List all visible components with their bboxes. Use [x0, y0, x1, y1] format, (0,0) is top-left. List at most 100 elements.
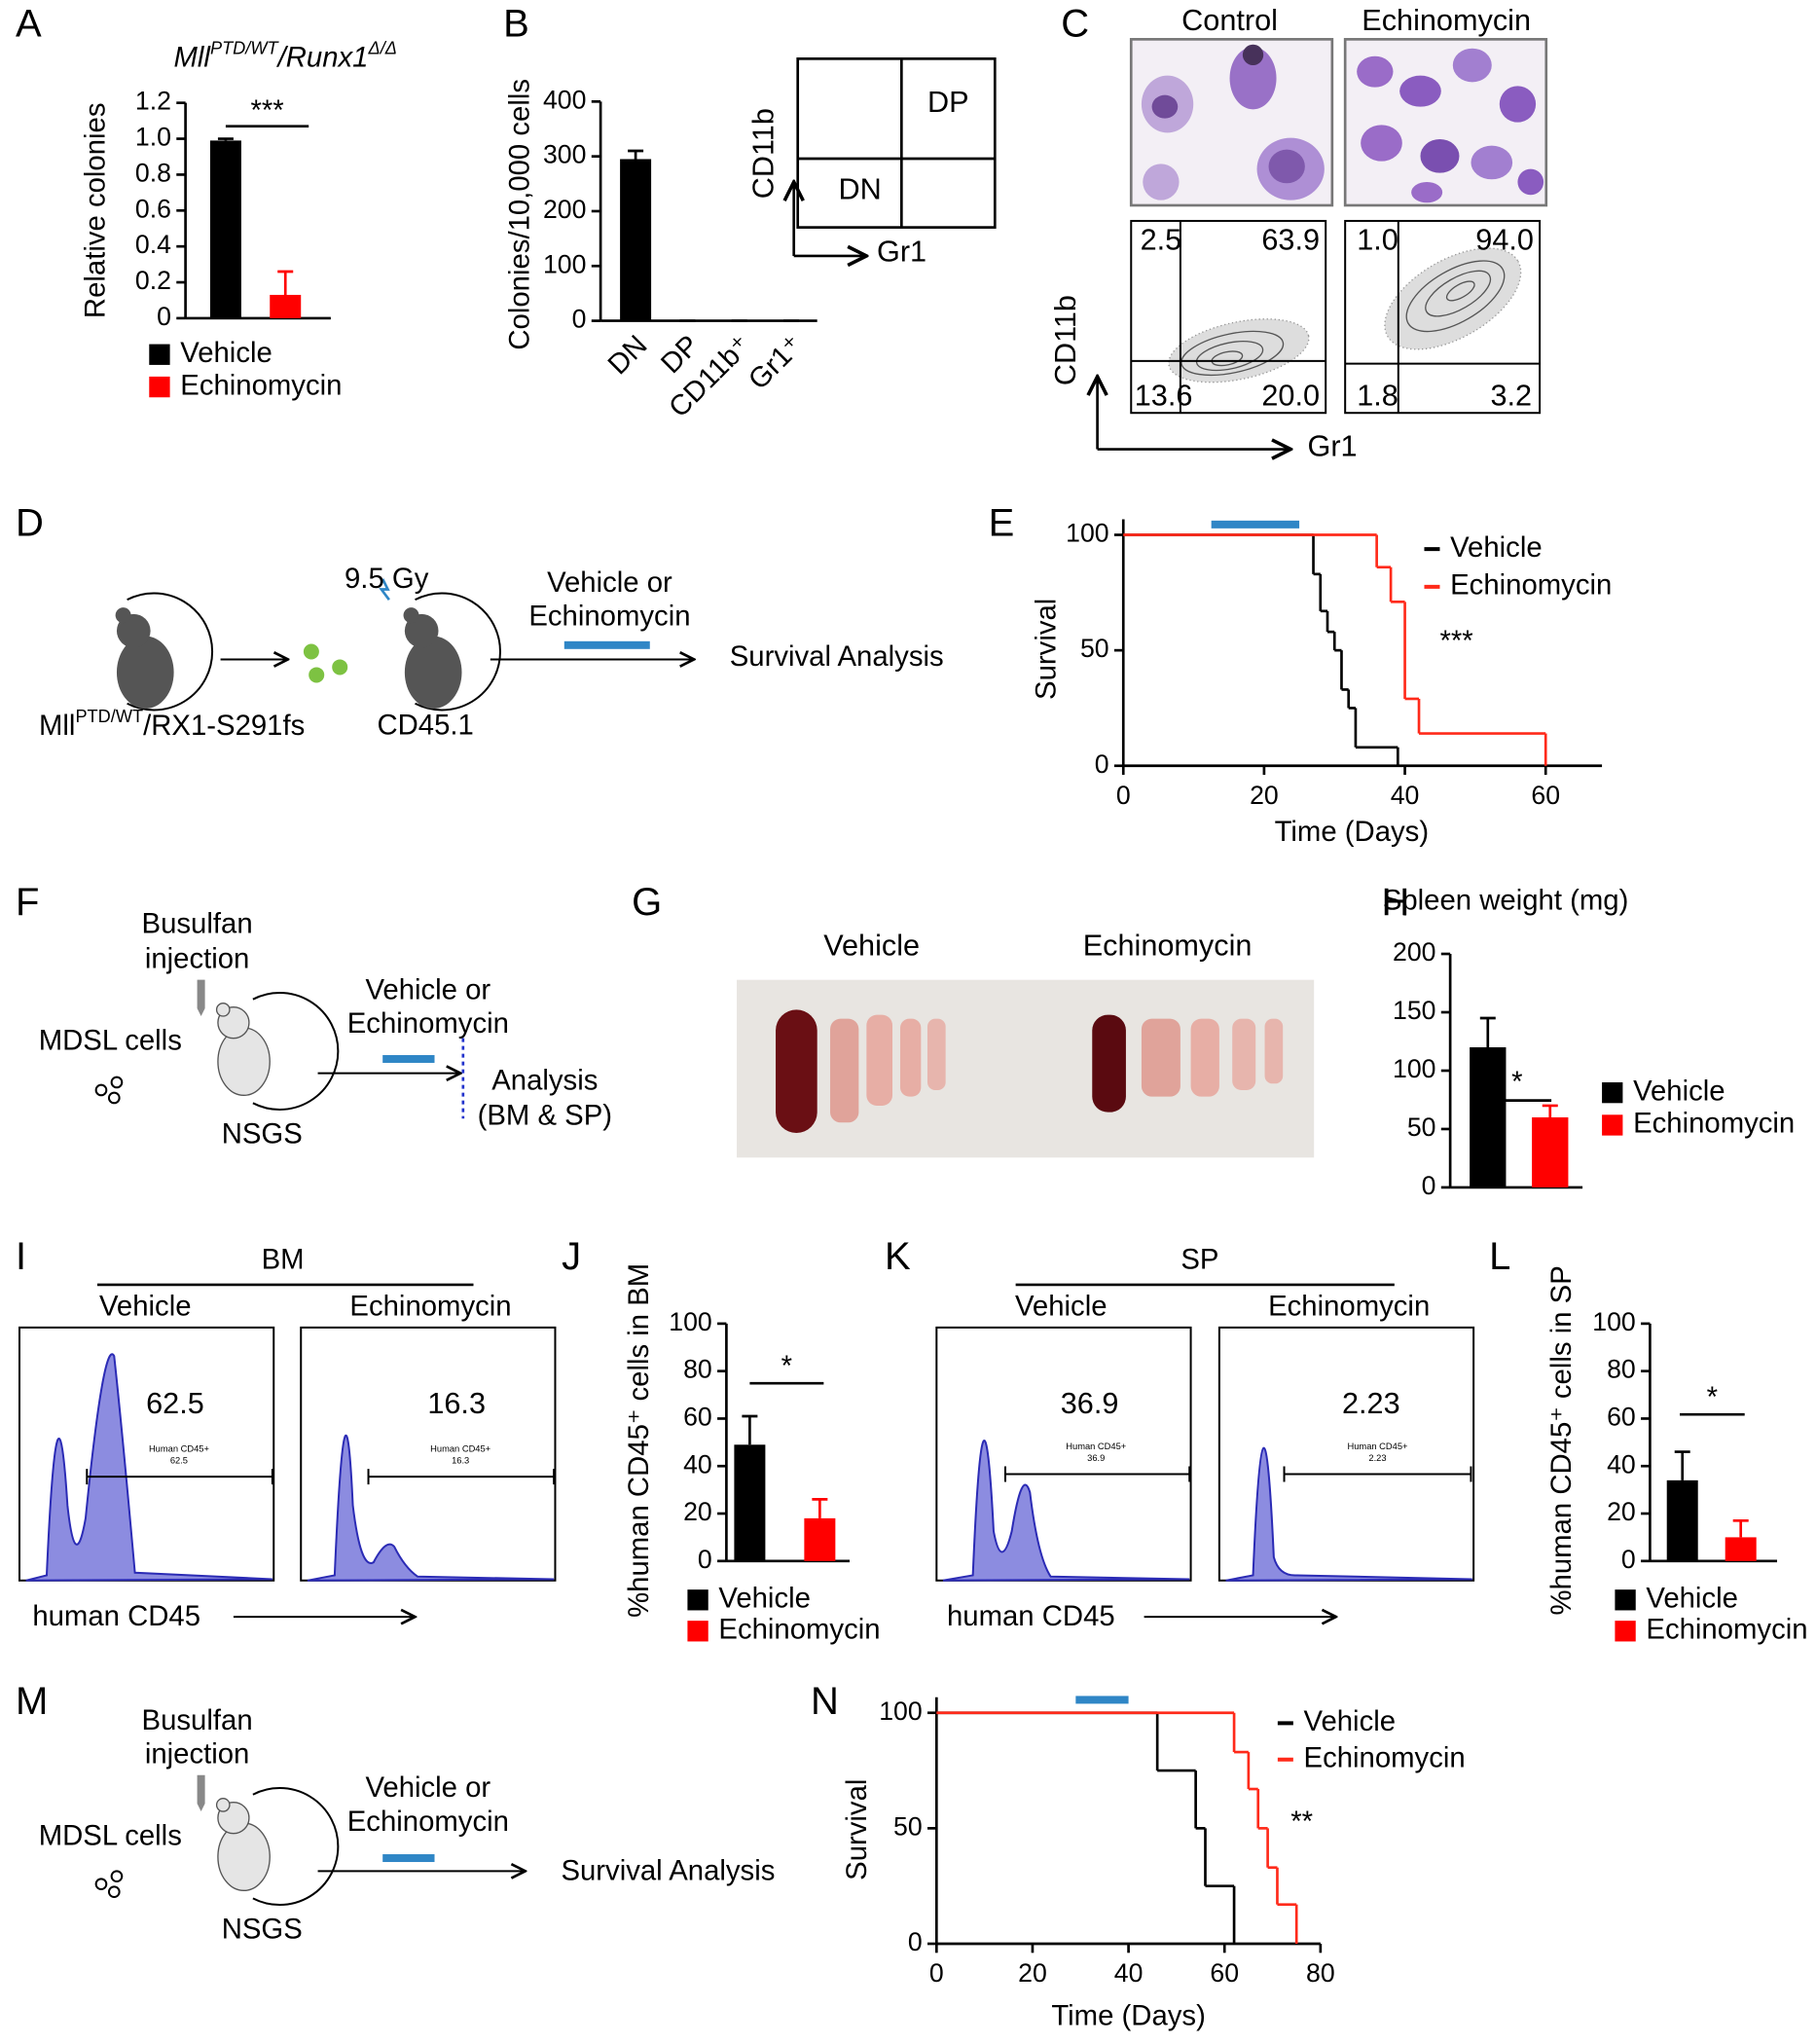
x-tick-label: 60 [1531, 781, 1560, 810]
flow-plot [1130, 219, 1327, 415]
error-bar [628, 149, 644, 160]
axis-label: CD11b [1049, 295, 1082, 385]
y-tick-label: 0 [1422, 1171, 1436, 1200]
x-tick-label: 40 [1391, 781, 1420, 810]
error-bar [742, 1414, 758, 1445]
condition-label: Control [1181, 4, 1278, 37]
treatment-label: Vehicle or [547, 566, 672, 599]
bar [734, 1444, 766, 1561]
y-tick-label: 300 [543, 140, 586, 169]
donor-label-part: PTD/WT [75, 707, 143, 726]
legend-label: Vehicle [1450, 531, 1543, 564]
panel-letter: K [885, 1235, 911, 1278]
x-tick-label: 0 [1116, 781, 1131, 810]
gate-percentage-small: 2.23 [1368, 1453, 1386, 1463]
error-bar [277, 270, 294, 295]
group-label: Echinomycin [1268, 1291, 1430, 1323]
chart-title-part: PTD/WT [210, 38, 280, 57]
y-tick-label: 1.0 [135, 123, 171, 152]
cells-label: MDSL cells [39, 1819, 182, 1851]
axis-label: Gr1 [1308, 429, 1358, 462]
bar [1725, 1537, 1757, 1561]
donor-label-part: /RX1-S291fs [143, 710, 305, 742]
y-axis-label: Relative colonies [80, 103, 112, 319]
recipient-label: CD45.1 [377, 710, 473, 742]
y-tick-label: 100 [669, 1307, 711, 1336]
y-tick-label: 0.2 [135, 266, 171, 295]
cells [1141, 44, 1325, 201]
panel-d: 9.5 Gy Vehicle or Echinomycin Survival A… [115, 563, 944, 742]
panel-letter: E [989, 502, 1015, 545]
group-label: Echinomycin [1083, 929, 1253, 962]
legend-label: Echinomycin [1450, 569, 1612, 602]
gate-percentage-small: 36.9 [1087, 1453, 1105, 1463]
y-tick-label: 100 [543, 249, 586, 278]
x-tick-label: 20 [1018, 1958, 1047, 1988]
legend-swatch [1602, 1114, 1623, 1136]
quadrant-value: 2.5 [1141, 223, 1182, 256]
y-tick-label: 0 [1621, 1545, 1636, 1574]
legend-swatch [687, 1589, 708, 1611]
axis-label: CD11b [746, 108, 780, 199]
conditioning-label: Busulfan [142, 1704, 253, 1736]
flow-plot [1344, 219, 1542, 415]
x-tick-label: 60 [1210, 1958, 1239, 1988]
legend-label: Echinomycin [1633, 1108, 1795, 1140]
gate-percentage: 36.9 [1061, 1387, 1119, 1420]
legend-label: Vehicle [718, 1583, 811, 1615]
panel-letter: M [16, 1680, 48, 1723]
conditioning-label: Busulfan [142, 907, 253, 939]
x-tick-label: 20 [1250, 781, 1279, 810]
bar [1532, 1116, 1569, 1187]
quadrant-value: 20.0 [1261, 379, 1320, 412]
panel-letter: D [16, 502, 44, 545]
legend-swatch [149, 376, 170, 398]
y-tick-label: 0 [572, 305, 587, 334]
treatment-label: Echinomycin [347, 1007, 509, 1040]
chart-title: MllPTD/WT/Runx1Δ/Δ [174, 38, 397, 73]
gate-label: Human CD45+ [430, 1444, 490, 1454]
tissue-label: SP [1180, 1244, 1218, 1276]
axis-label: human CD45 [32, 1600, 200, 1632]
error-bar [217, 137, 234, 141]
donor-label: MllPTD/WT/RX1-S291fs [39, 707, 305, 742]
axis-label: Gr1 [877, 235, 926, 268]
condition-label: Echinomycin [1362, 4, 1531, 37]
legend-swatch [1615, 1589, 1636, 1611]
legend-label: Vehicle [1646, 1583, 1738, 1615]
treatment-bar [1211, 520, 1300, 529]
y-tick-label: 1.2 [135, 87, 171, 116]
panel-letter: I [16, 1235, 26, 1278]
panel-letter: C [1061, 3, 1089, 46]
significance: *** [250, 94, 283, 127]
panel-f: Busulfan injection MDSL cells NSGS Vehic… [39, 907, 612, 1150]
quadrant-inset: DP DN CD11b Gr1 [746, 57, 997, 268]
x-tick-label: 40 [1114, 1958, 1144, 1988]
y-tick-label: 0 [157, 302, 171, 331]
panel-letter: F [16, 881, 39, 924]
group-label: Vehicle [1015, 1291, 1108, 1323]
y-tick-label: 80 [1607, 1355, 1636, 1384]
x-axis-label: Time (Days) [1275, 816, 1430, 848]
y-tick-label: 40 [1607, 1449, 1636, 1478]
cells [1357, 48, 1544, 203]
y-tick-label: 60 [1607, 1403, 1636, 1432]
legend-swatch [687, 1621, 708, 1642]
panel-letter: N [811, 1680, 839, 1723]
conditioning-label: injection [145, 942, 250, 974]
treatment-label: Vehicle or [365, 1771, 490, 1804]
panel-letter: B [503, 3, 529, 46]
legend-label: Vehicle [1304, 1705, 1397, 1737]
legend-swatch [149, 344, 170, 365]
gate-percentage: 2.23 [1342, 1387, 1400, 1420]
bar [209, 140, 241, 318]
panel-g: Vehicle Echinomycin [737, 929, 1315, 1158]
error-bar [1732, 1519, 1749, 1538]
y-tick-label: 0 [698, 1545, 712, 1574]
y-tick-label: 0.4 [135, 230, 171, 259]
cells-label: MDSL cells [39, 1024, 182, 1056]
y-tick-label: 50 [1080, 634, 1109, 663]
gate-label: Human CD45+ [1348, 1442, 1408, 1451]
gate-percentage: 16.3 [427, 1387, 486, 1420]
